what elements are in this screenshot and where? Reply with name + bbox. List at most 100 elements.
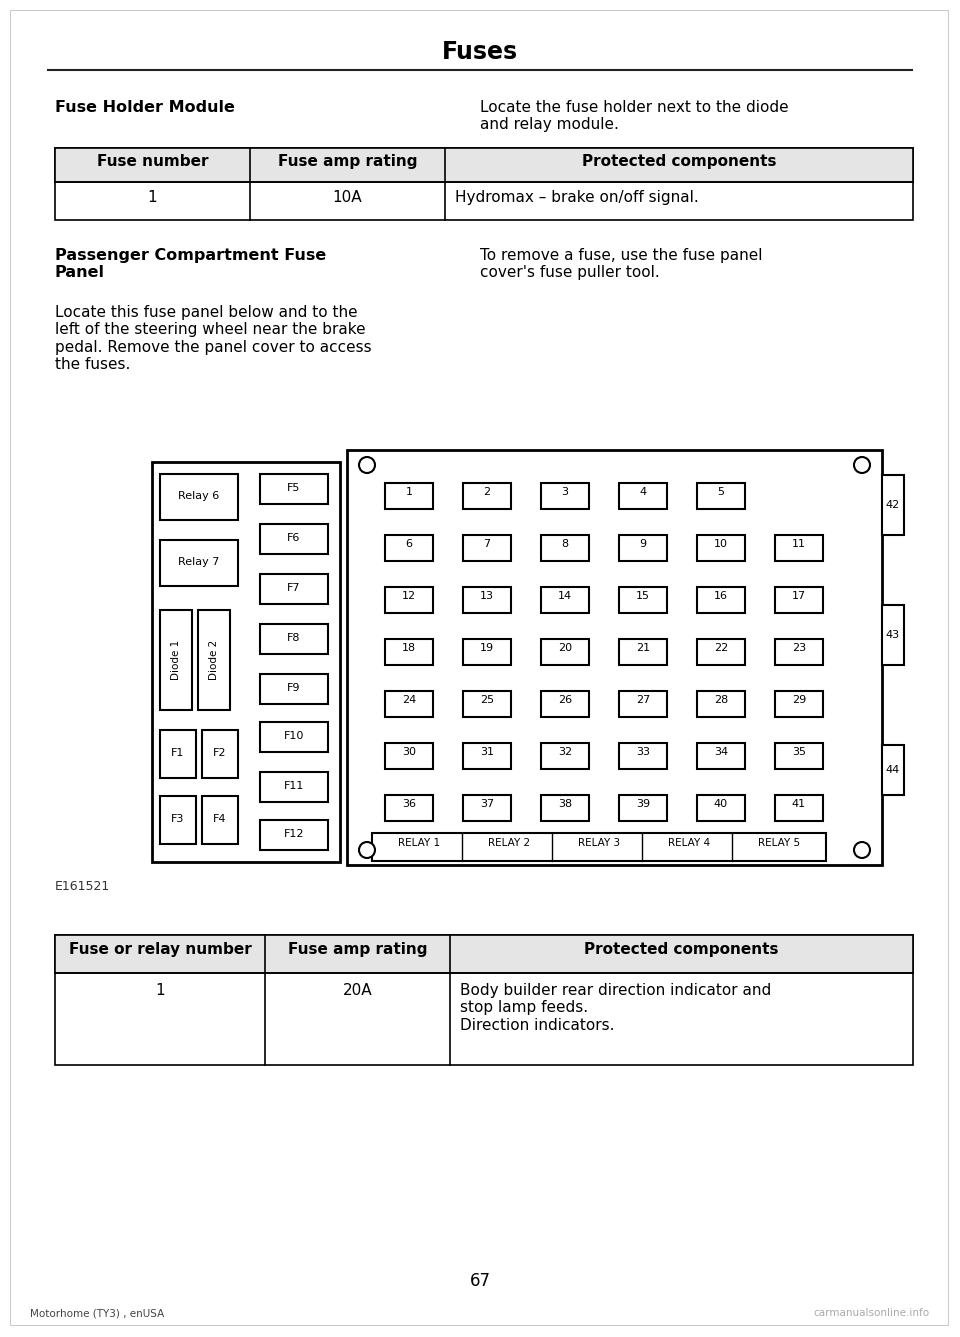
Bar bbox=[463, 743, 511, 769]
Bar bbox=[385, 639, 433, 664]
Text: 17: 17 bbox=[792, 591, 806, 602]
Text: Relay 6: Relay 6 bbox=[179, 491, 220, 501]
Bar bbox=[619, 483, 667, 509]
Circle shape bbox=[359, 842, 375, 858]
Text: 24: 24 bbox=[402, 695, 416, 705]
Text: Fuse Holder Module: Fuse Holder Module bbox=[55, 100, 235, 115]
Bar bbox=[55, 935, 913, 1066]
Text: 16: 16 bbox=[714, 591, 728, 602]
Text: 11: 11 bbox=[792, 539, 806, 550]
Bar bbox=[541, 483, 589, 509]
Bar bbox=[260, 574, 328, 604]
Bar bbox=[260, 722, 328, 751]
Text: Diode 2: Diode 2 bbox=[209, 640, 219, 681]
Text: F12: F12 bbox=[284, 829, 304, 840]
Bar bbox=[697, 535, 745, 562]
Bar bbox=[541, 639, 589, 664]
Bar bbox=[541, 743, 589, 769]
Text: Protected components: Protected components bbox=[582, 154, 777, 168]
Text: 15: 15 bbox=[636, 591, 650, 602]
Text: Relay 7: Relay 7 bbox=[179, 558, 220, 567]
Bar bbox=[619, 691, 667, 717]
Text: 21: 21 bbox=[636, 643, 650, 652]
Bar bbox=[775, 535, 823, 562]
Text: RELAY 4: RELAY 4 bbox=[668, 838, 710, 848]
Text: F10: F10 bbox=[284, 731, 304, 741]
Bar bbox=[260, 624, 328, 654]
Text: F11: F11 bbox=[284, 781, 304, 792]
Bar bbox=[55, 148, 913, 221]
Text: 3: 3 bbox=[562, 487, 568, 497]
Text: F8: F8 bbox=[287, 632, 300, 643]
Text: 67: 67 bbox=[469, 1271, 491, 1290]
Bar bbox=[697, 796, 745, 821]
Bar bbox=[697, 743, 745, 769]
Bar bbox=[882, 606, 904, 664]
Text: 43: 43 bbox=[886, 630, 900, 640]
Bar bbox=[160, 796, 196, 844]
Bar bbox=[260, 820, 328, 850]
Bar bbox=[260, 524, 328, 554]
Bar bbox=[882, 475, 904, 535]
Text: Locate this fuse panel below and to the
left of the steering wheel near the brak: Locate this fuse panel below and to the … bbox=[55, 305, 372, 372]
Text: Fuses: Fuses bbox=[442, 40, 518, 64]
Bar bbox=[697, 691, 745, 717]
Bar bbox=[347, 451, 882, 865]
Bar bbox=[55, 935, 913, 973]
Text: Protected components: Protected components bbox=[585, 943, 779, 957]
Bar bbox=[260, 771, 328, 802]
Bar bbox=[775, 691, 823, 717]
Bar bbox=[697, 483, 745, 509]
Text: Motorhome (TY3) , enUSA: Motorhome (TY3) , enUSA bbox=[30, 1308, 164, 1318]
Circle shape bbox=[359, 457, 375, 473]
Text: 18: 18 bbox=[402, 643, 416, 652]
Bar bbox=[160, 610, 192, 710]
Bar bbox=[775, 796, 823, 821]
Bar bbox=[775, 587, 823, 612]
Bar bbox=[463, 587, 511, 612]
Text: Locate the fuse holder next to the diode
and relay module.: Locate the fuse holder next to the diode… bbox=[480, 100, 788, 132]
Bar bbox=[160, 540, 238, 586]
Bar bbox=[385, 743, 433, 769]
Text: Fuse or relay number: Fuse or relay number bbox=[68, 943, 252, 957]
Text: 4: 4 bbox=[639, 487, 647, 497]
Text: 6: 6 bbox=[405, 539, 413, 550]
Bar bbox=[541, 796, 589, 821]
Bar bbox=[541, 535, 589, 562]
Text: 1: 1 bbox=[156, 983, 165, 997]
Text: 41: 41 bbox=[792, 800, 806, 809]
Text: F1: F1 bbox=[171, 747, 184, 758]
Bar bbox=[160, 730, 196, 778]
Text: F4: F4 bbox=[213, 814, 227, 824]
Text: 34: 34 bbox=[714, 747, 728, 757]
Bar bbox=[198, 610, 230, 710]
Bar bbox=[882, 745, 904, 796]
Text: 38: 38 bbox=[558, 800, 572, 809]
Text: 27: 27 bbox=[636, 695, 650, 705]
Text: Body builder rear direction indicator and
stop lamp feeds.
Direction indicators.: Body builder rear direction indicator an… bbox=[460, 983, 771, 1032]
Text: RELAY 1: RELAY 1 bbox=[398, 838, 440, 848]
Bar bbox=[385, 587, 433, 612]
Text: To remove a fuse, use the fuse panel
cover's fuse puller tool.: To remove a fuse, use the fuse panel cov… bbox=[480, 247, 762, 281]
Text: 28: 28 bbox=[714, 695, 728, 705]
Text: F9: F9 bbox=[287, 683, 300, 693]
Text: F5: F5 bbox=[287, 483, 300, 493]
Bar bbox=[619, 743, 667, 769]
Text: 8: 8 bbox=[562, 539, 568, 550]
Text: 19: 19 bbox=[480, 643, 494, 652]
Text: 2: 2 bbox=[484, 487, 491, 497]
Bar bbox=[463, 639, 511, 664]
Bar bbox=[775, 743, 823, 769]
Text: F3: F3 bbox=[171, 814, 184, 824]
Bar bbox=[372, 833, 826, 861]
Bar bbox=[619, 796, 667, 821]
Text: RELAY 3: RELAY 3 bbox=[578, 838, 620, 848]
Text: 31: 31 bbox=[480, 747, 494, 757]
Text: RELAY 5: RELAY 5 bbox=[758, 838, 800, 848]
Text: 10A: 10A bbox=[333, 190, 362, 205]
Bar bbox=[202, 730, 238, 778]
Bar bbox=[385, 691, 433, 717]
Bar bbox=[152, 463, 340, 862]
Bar bbox=[55, 148, 913, 182]
Bar bbox=[463, 483, 511, 509]
